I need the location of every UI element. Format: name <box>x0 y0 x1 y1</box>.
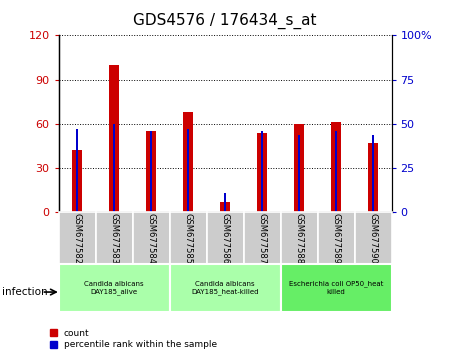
Bar <box>72 150 81 212</box>
Bar <box>224 193 226 212</box>
Bar <box>261 131 263 212</box>
Legend: count, percentile rank within the sample: count, percentile rank within the sample <box>50 329 217 349</box>
Bar <box>243 212 280 264</box>
Bar <box>113 124 115 212</box>
Text: GSM677588: GSM677588 <box>294 212 303 264</box>
Bar <box>280 212 318 264</box>
Bar <box>335 131 337 212</box>
Bar <box>95 212 132 264</box>
Text: GSM677587: GSM677587 <box>257 212 266 264</box>
Text: GSM677584: GSM677584 <box>147 212 156 264</box>
Text: Candida albicans
DAY185_alive: Candida albicans DAY185_alive <box>84 280 144 295</box>
Text: GSM677585: GSM677585 <box>184 212 193 264</box>
Text: GSM677589: GSM677589 <box>332 212 341 264</box>
Bar <box>150 131 152 212</box>
Bar <box>220 202 230 212</box>
Bar <box>355 212 392 264</box>
Bar <box>58 212 95 264</box>
Bar <box>146 131 156 212</box>
Text: GSM677583: GSM677583 <box>109 212 118 264</box>
Bar <box>170 264 280 312</box>
Text: GDS4576 / 176434_s_at: GDS4576 / 176434_s_at <box>133 12 317 29</box>
Bar <box>58 264 170 312</box>
Bar <box>109 65 119 212</box>
Bar <box>298 135 300 212</box>
Text: GSM677586: GSM677586 <box>220 212 230 264</box>
Bar <box>280 264 392 312</box>
Bar <box>369 143 378 212</box>
Bar <box>132 212 170 264</box>
Bar <box>318 212 355 264</box>
Text: GSM677590: GSM677590 <box>369 213 378 263</box>
Bar <box>170 212 207 264</box>
Bar <box>331 122 341 212</box>
Text: GSM677582: GSM677582 <box>72 212 81 264</box>
Text: Candida albicans
DAY185_heat-killed: Candida albicans DAY185_heat-killed <box>191 280 259 295</box>
Text: infection: infection <box>2 287 48 297</box>
Bar <box>207 212 243 264</box>
Bar <box>76 129 78 212</box>
Bar <box>187 129 189 212</box>
Bar <box>372 135 374 212</box>
Bar <box>184 112 193 212</box>
Text: Escherichia coli OP50_heat
killed: Escherichia coli OP50_heat killed <box>289 280 383 295</box>
Bar <box>294 124 304 212</box>
Bar <box>257 133 266 212</box>
